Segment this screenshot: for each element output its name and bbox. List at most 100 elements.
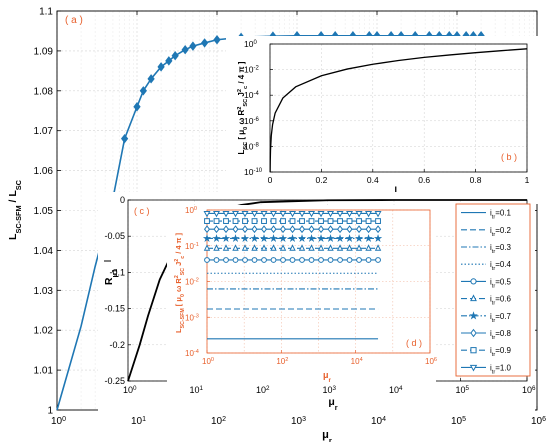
- label-part: tr: [492, 369, 496, 375]
- x-tick-label: 102: [276, 357, 288, 366]
- data-point-d: [222, 225, 230, 234]
- data-point-d: [365, 225, 372, 234]
- label-part: 3: [302, 416, 306, 423]
- data-point-d: [375, 257, 381, 263]
- inset-d-background: [167, 205, 436, 382]
- y-tick-label: 1.08: [34, 86, 54, 97]
- label-part: =0.8: [495, 329, 511, 338]
- label-part: 0: [253, 40, 257, 46]
- data-point-d: [279, 244, 287, 251]
- label-part: i: [490, 277, 492, 286]
- label-part: 10: [291, 416, 303, 427]
- legend-marker: [470, 347, 477, 354]
- data-point-d: [365, 211, 373, 218]
- data-point-d: [364, 234, 373, 242]
- x-tick-label: 104: [371, 416, 386, 428]
- data-point-d: [270, 218, 277, 224]
- label-part: =0.7: [495, 312, 511, 321]
- data-point-d: [240, 234, 250, 242]
- label-part: i: [490, 363, 492, 372]
- label-part: tr: [492, 318, 496, 324]
- panel-label-a: ( a ): [65, 15, 83, 26]
- x-tick-label: 0.2: [315, 175, 327, 185]
- label-part: 10: [425, 357, 434, 366]
- y-axis-label-c: Rμ1: [103, 269, 119, 285]
- label-part: 10: [351, 357, 360, 366]
- y-tick-label: -0.25: [104, 376, 125, 386]
- label-part: 10: [211, 416, 223, 427]
- data-point-d: [260, 211, 268, 218]
- label-part: =0.5: [495, 277, 511, 286]
- data-point-d: [375, 225, 382, 234]
- data-point-d: [346, 257, 353, 263]
- label-part: 6: [434, 357, 437, 363]
- y-tick-label: 1: [47, 406, 53, 417]
- y-tick-label: -0.1: [109, 267, 125, 277]
- data-point-d: [355, 244, 363, 251]
- label-part: 10: [185, 206, 194, 215]
- data-point-a: [120, 133, 129, 144]
- x-tick-label: 105: [456, 385, 470, 396]
- data-point-d: [232, 218, 239, 224]
- label-part: / L: [7, 190, 19, 206]
- data-point-a: [139, 86, 147, 96]
- label-part: =0.3: [495, 243, 511, 252]
- data-point-d: [203, 244, 211, 251]
- y-tick-label: 10-4: [244, 90, 259, 100]
- label-part: tr: [492, 215, 496, 221]
- label-part: tr: [492, 266, 496, 272]
- data-point-d: [317, 244, 325, 251]
- data-point-d: [308, 244, 315, 251]
- label-part: =0.2: [495, 226, 511, 235]
- legend-label: itr=0.2: [490, 226, 512, 238]
- x-tick-label: 102: [256, 385, 270, 396]
- label-part: i: [490, 312, 492, 321]
- y-axis-label-d: LSC-SFM [ μ0 ω R2SC J2c / 4 π ]: [174, 233, 186, 333]
- panel-label-b: ( b ): [501, 152, 517, 162]
- data-point-d: [346, 218, 353, 224]
- label-part: μ: [323, 370, 329, 380]
- y-tick-label: 1.01: [34, 366, 54, 377]
- legend-marker: [469, 364, 478, 372]
- label-part: i: [490, 226, 492, 235]
- data-point-d: [288, 234, 297, 242]
- data-point-d: [232, 211, 239, 218]
- label-part: i: [490, 209, 492, 218]
- y-tick-label: 1.09: [34, 46, 54, 57]
- data-point-d: [204, 257, 210, 263]
- data-point-d: [261, 257, 267, 263]
- data-point-d: [355, 211, 363, 218]
- data-point-a: [171, 50, 179, 61]
- data-point-d: [336, 244, 344, 251]
- label-part: 5: [462, 416, 466, 423]
- data-point-d: [316, 234, 326, 242]
- label-part: 10: [323, 385, 333, 395]
- data-point-d: [307, 234, 316, 242]
- data-point-d: [213, 244, 220, 251]
- x-tick-label: 100: [51, 416, 66, 428]
- data-point-d: [337, 225, 344, 234]
- legend-label: itr=0.6: [490, 295, 512, 307]
- data-point-d: [365, 218, 372, 224]
- y-tick-label: 10-2: [244, 65, 259, 75]
- legend-label: itr=1.0: [490, 363, 512, 375]
- panel-b: 10-1010-810-610-410-210000.20.40.60.81It…: [226, 36, 539, 204]
- data-point-d: [251, 225, 258, 234]
- legend-label: itr=0.3: [490, 243, 512, 255]
- label-part: SC-SFM: [180, 308, 186, 329]
- label-part: 2: [174, 275, 180, 278]
- y-tick-label: -0.2: [109, 340, 125, 350]
- label-part: c: [243, 86, 249, 89]
- label-part: c: [180, 256, 186, 259]
- data-point-d: [298, 211, 306, 218]
- x-tick-label: 106: [425, 357, 437, 366]
- axes-box-b: [269, 43, 528, 173]
- label-part: r: [329, 436, 332, 442]
- label-part: tr: [492, 232, 496, 238]
- x-tick-label: 103: [323, 385, 337, 396]
- data-point-d: [279, 225, 287, 234]
- label-part: μ1: [110, 269, 119, 278]
- data-point-d: [261, 218, 267, 224]
- label-part: L: [7, 233, 19, 240]
